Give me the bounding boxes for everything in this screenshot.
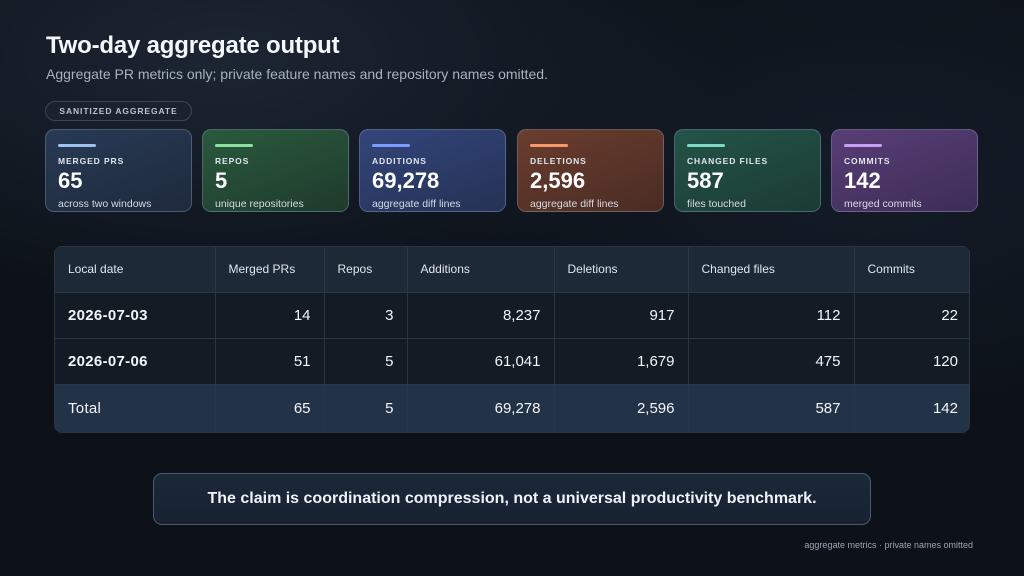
accent-bar <box>530 144 568 147</box>
column-header: Commits <box>854 247 969 293</box>
card-value: 2,596 <box>530 168 586 193</box>
card-note: across two windows <box>58 198 152 210</box>
table-cell: 2026-07-03 <box>55 292 216 339</box>
column-header: Deletions <box>554 247 689 293</box>
column-header: Local date <box>55 247 216 293</box>
table-row: 2026-07-03 14 3 8,237 917 112 22 <box>55 292 969 339</box>
table-cell: 14 <box>215 292 325 339</box>
card-label: MERGED PRS <box>58 156 125 166</box>
card-label: COMMITS <box>844 156 891 166</box>
table-cell: 120 <box>854 338 969 385</box>
card-label: ADDITIONS <box>372 156 427 166</box>
card-commits: COMMITS 142 merged commits <box>831 129 978 212</box>
sanitized-badge: SANITIZED AGGREGATE <box>45 101 192 121</box>
card-value: 587 <box>687 168 724 193</box>
accent-bar <box>58 144 96 147</box>
card-note: aggregate diff lines <box>372 198 461 210</box>
card-note: unique repositories <box>215 198 304 210</box>
accent-bar <box>215 144 253 147</box>
table-cell: 587 <box>688 384 855 432</box>
column-header: Repos <box>324 247 408 293</box>
metrics-table: Local date Merged PRs Repos Additions De… <box>54 246 970 433</box>
table-cell: 5 <box>324 384 408 432</box>
card-deletions: DELETIONS 2,596 aggregate diff lines <box>517 129 664 212</box>
card-changed-files: CHANGED FILES 587 files touched <box>674 129 821 212</box>
table-cell: 112 <box>688 292 855 339</box>
claim-callout: The claim is coordination compression, n… <box>153 473 871 525</box>
accent-bar <box>372 144 410 147</box>
table-cell: 65 <box>215 384 325 432</box>
page-title: Two-day aggregate output <box>46 32 340 59</box>
accent-bar <box>844 144 882 147</box>
card-repos: REPOS 5 unique repositories <box>202 129 349 212</box>
footer-note: aggregate metrics · private names omitte… <box>804 540 973 550</box>
column-header: Changed files <box>688 247 855 293</box>
table-row: 2026-07-06 51 5 61,041 1,679 475 120 <box>55 338 969 385</box>
card-label: DELETIONS <box>530 156 587 166</box>
card-note: files touched <box>687 198 746 210</box>
table-cell: 2026-07-06 <box>55 338 216 385</box>
card-value: 5 <box>215 168 228 193</box>
table-cell: Total <box>55 384 216 432</box>
page-subtitle: Aggregate PR metrics only; private featu… <box>46 66 548 82</box>
table-cell: 3 <box>324 292 408 339</box>
card-additions: ADDITIONS 69,278 aggregate diff lines <box>359 129 506 212</box>
table-cell: 475 <box>688 338 855 385</box>
table-cell: 51 <box>215 338 325 385</box>
table-cell: 8,237 <box>407 292 555 339</box>
table-cell: 1,679 <box>554 338 689 385</box>
column-header: Merged PRs <box>215 247 325 293</box>
card-note: aggregate diff lines <box>530 198 619 210</box>
table-cell: 917 <box>554 292 689 339</box>
column-header: Additions <box>407 247 555 293</box>
table-total-row: Total 65 5 69,278 2,596 587 142 <box>55 384 969 432</box>
table-cell: 5 <box>324 338 408 385</box>
table-cell: 22 <box>854 292 969 339</box>
card-label: CHANGED FILES <box>687 156 769 166</box>
table-cell: 69,278 <box>407 384 555 432</box>
card-value: 142 <box>844 168 881 193</box>
card-value: 69,278 <box>372 168 440 193</box>
card-note: merged commits <box>844 198 922 210</box>
card-label: REPOS <box>215 156 250 166</box>
card-merged-prs: MERGED PRS 65 across two windows <box>45 129 192 212</box>
table-cell: 142 <box>854 384 969 432</box>
accent-bar <box>687 144 725 147</box>
card-value: 65 <box>58 168 83 193</box>
table-cell: 2,596 <box>554 384 689 432</box>
table-cell: 61,041 <box>407 338 555 385</box>
table-header-row: Local date Merged PRs Repos Additions De… <box>55 247 969 293</box>
